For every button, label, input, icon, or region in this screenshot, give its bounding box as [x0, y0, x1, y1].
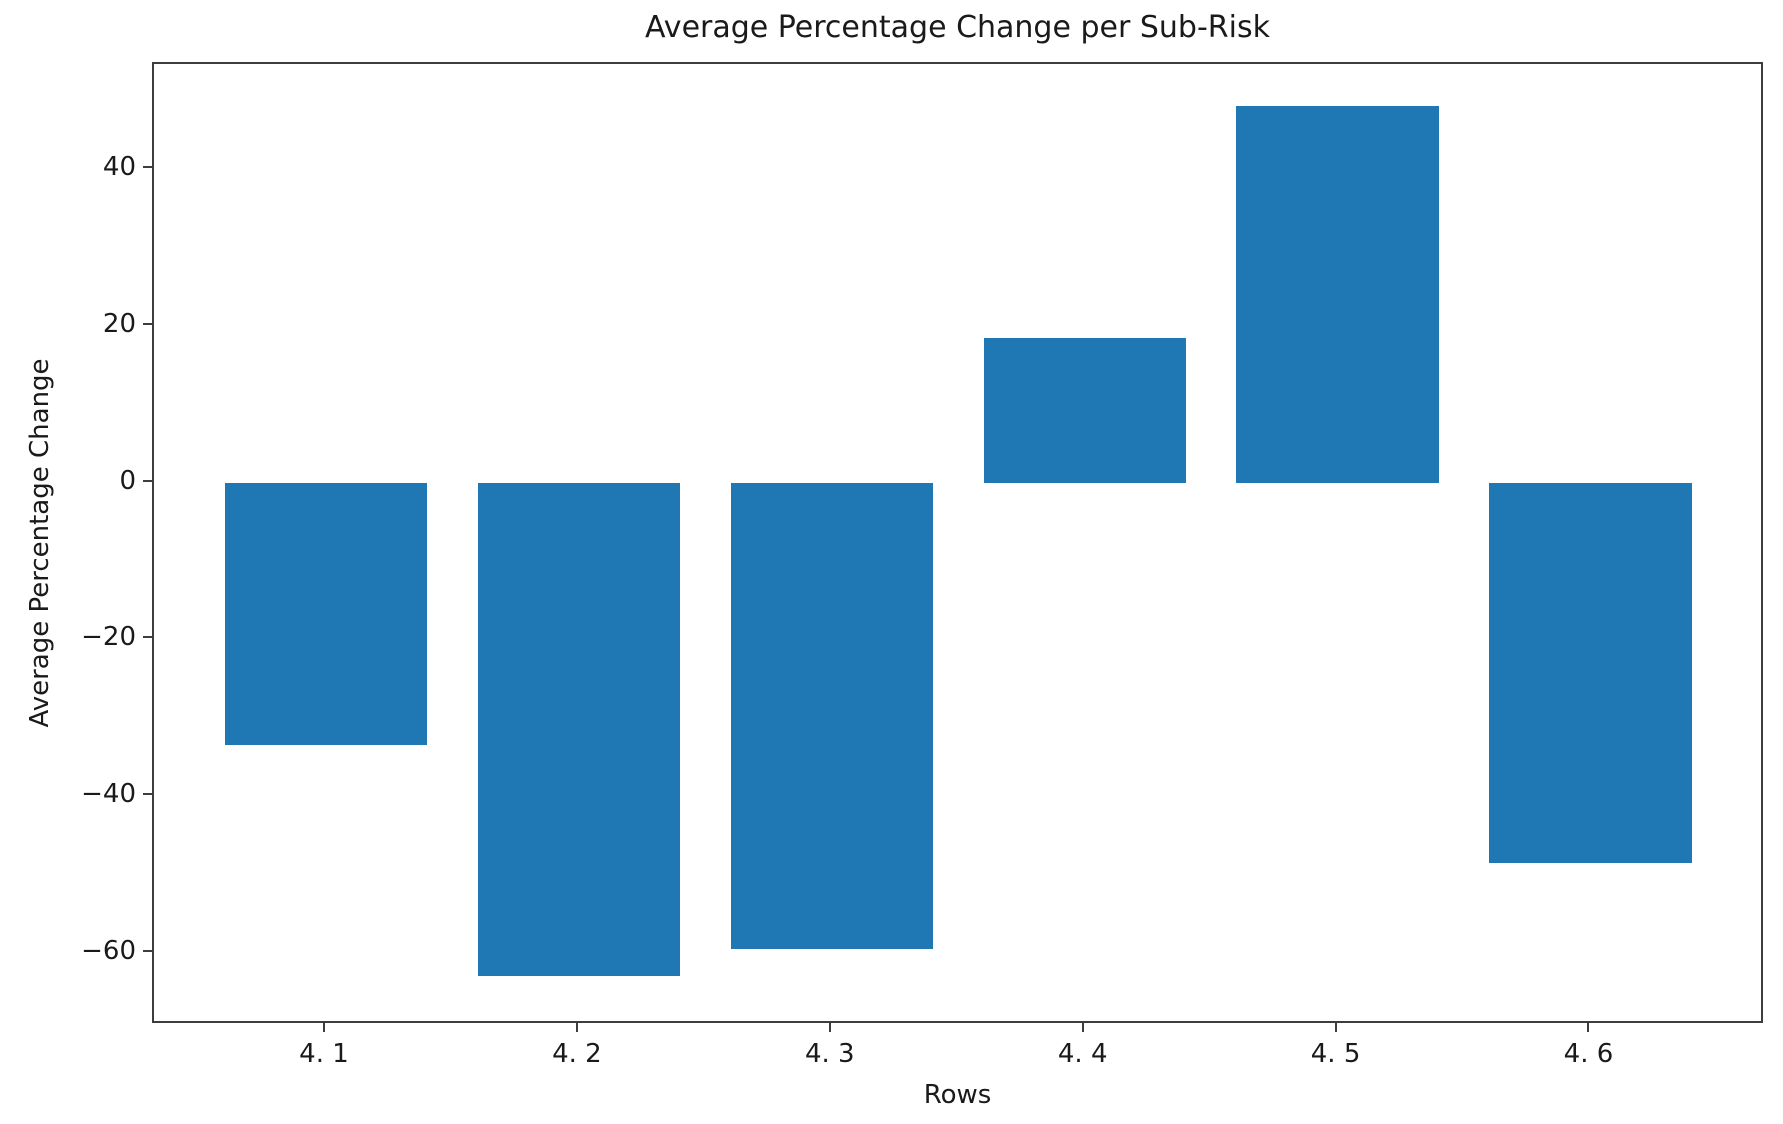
x-tick-mark [1334, 1023, 1337, 1032]
plot-area [152, 62, 1763, 1023]
x-tick-label: 4. 1 [299, 1039, 349, 1069]
x-tick-label: 4. 4 [1057, 1039, 1108, 1069]
y-tick-label: −40 [81, 779, 136, 810]
y-tick-mark [143, 793, 152, 796]
y-tick-label: −20 [81, 622, 136, 653]
bar-4-5 [1236, 106, 1439, 483]
y-tick-label: −60 [81, 935, 136, 966]
x-tick-mark [828, 1023, 831, 1032]
y-tick-mark [143, 479, 152, 482]
x-tick-label: 4. 5 [1310, 1039, 1361, 1069]
x-axis-label: Rows [923, 1080, 992, 1110]
x-tick-label: 4. 2 [552, 1039, 602, 1069]
x-tick-label: 4. 3 [804, 1039, 855, 1069]
y-tick-label: 40 [102, 152, 136, 183]
x-tick-label: 4. 6 [1563, 1039, 1614, 1069]
chart-title: Average Percentage Change per Sub-Risk [645, 10, 1270, 45]
bar-4-3 [730, 482, 933, 949]
y-tick-mark [143, 322, 152, 325]
y-tick-label: 0 [119, 465, 136, 496]
x-tick-mark [1081, 1023, 1084, 1032]
bar-4-2 [477, 482, 681, 977]
y-tick-mark [143, 636, 152, 639]
x-tick-mark [1587, 1023, 1590, 1032]
bar-4-6 [1489, 482, 1692, 863]
x-tick-mark [575, 1023, 578, 1032]
y-tick-mark [143, 949, 152, 952]
x-tick-mark [322, 1023, 325, 1032]
y-tick-label: 20 [102, 308, 136, 339]
y-tick-mark [143, 166, 152, 169]
y-axis-label: Average Percentage Change [25, 358, 55, 728]
bar-4-4 [983, 337, 1186, 483]
bar-4-1 [224, 482, 428, 746]
